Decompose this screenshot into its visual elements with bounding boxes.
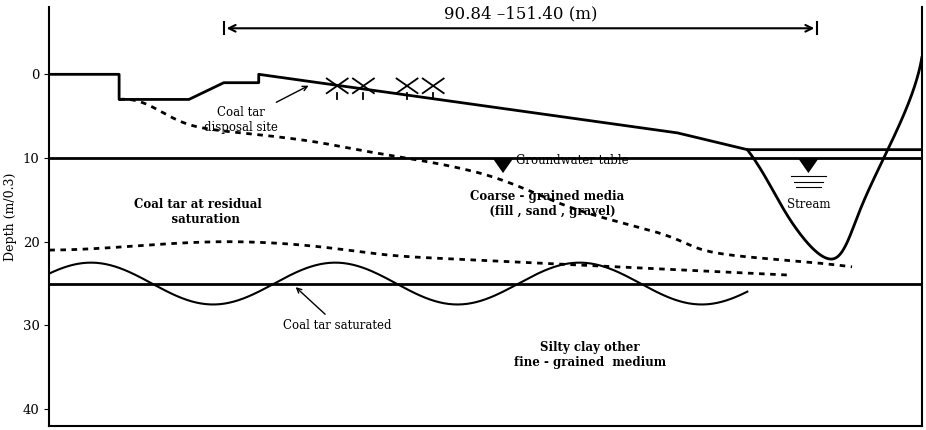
Text: Silty clay other
fine - grained  medium: Silty clay other fine - grained medium xyxy=(514,341,667,369)
Text: Coal tar saturated: Coal tar saturated xyxy=(283,288,392,332)
Text: Coal tar at residual
    saturation: Coal tar at residual saturation xyxy=(133,198,261,227)
Y-axis label: Depth (m/0.3): Depth (m/0.3) xyxy=(4,172,18,261)
Polygon shape xyxy=(493,158,514,173)
Text: Coarse - grained media
   (fill , sand , gravel): Coarse - grained media (fill , sand , gr… xyxy=(469,190,624,218)
Text: Coal tar
disposal site: Coal tar disposal site xyxy=(205,86,307,134)
Text: 90.84 –151.40 (m): 90.84 –151.40 (m) xyxy=(444,6,597,22)
Text: Groundwater table: Groundwater table xyxy=(516,154,629,167)
Polygon shape xyxy=(798,158,819,173)
Text: Stream: Stream xyxy=(787,197,830,211)
